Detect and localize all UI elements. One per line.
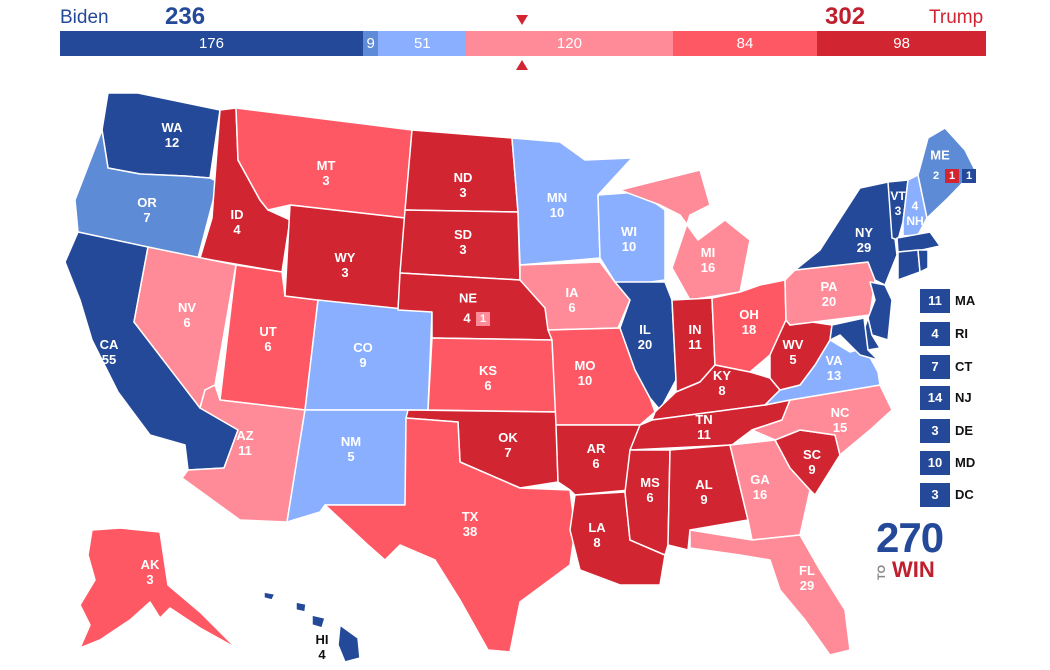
state-ND[interactable] bbox=[404, 129, 519, 213]
small-state-label-DE: DE bbox=[955, 423, 974, 438]
state-NJ[interactable] bbox=[867, 281, 893, 341]
state-MD[interactable] bbox=[829, 317, 879, 361]
state-IL[interactable] bbox=[614, 281, 677, 411]
state-WI[interactable] bbox=[597, 191, 666, 286]
state-KS[interactable] bbox=[427, 337, 557, 413]
small-state-ev-MD[interactable]: 10 bbox=[920, 451, 950, 475]
state-WA[interactable] bbox=[101, 92, 221, 179]
small-state-label-MA: MA bbox=[955, 293, 976, 308]
state-VT[interactable] bbox=[887, 179, 909, 241]
state-SD[interactable] bbox=[399, 209, 521, 281]
me-district-dem-badge[interactable]: 1 bbox=[962, 169, 976, 183]
small-state-ev-MA[interactable]: 11 bbox=[920, 289, 950, 313]
state-AK[interactable] bbox=[79, 527, 237, 649]
small-state-label-DC: DC bbox=[955, 487, 974, 502]
midpoint-marker-bottom-icon bbox=[516, 60, 528, 70]
state-MT[interactable] bbox=[235, 107, 413, 219]
bar-segment-safe-r[interactable]: 98 bbox=[817, 31, 986, 56]
electoral-vote-bar: 176 9 51 120 84 98 bbox=[60, 31, 986, 56]
small-state-ev-DE[interactable]: 3 bbox=[920, 419, 950, 443]
state-RI[interactable] bbox=[917, 249, 929, 273]
logo-270-text: 270 bbox=[876, 514, 944, 561]
270towin-logo[interactable]: 270 TO WIN bbox=[876, 514, 944, 582]
me-district-rep-badge[interactable]: 1 bbox=[945, 169, 959, 183]
small-state-ev-DC[interactable]: 3 bbox=[920, 483, 950, 507]
rep-candidate-name: Trump bbox=[929, 7, 984, 28]
small-state-ev-RI[interactable]: 4 bbox=[920, 322, 950, 346]
state-TX[interactable] bbox=[324, 417, 576, 653]
small-state-ev-NJ[interactable]: 14 bbox=[920, 386, 950, 410]
state-WY[interactable] bbox=[284, 204, 406, 311]
me-statewide-ev: 2 bbox=[932, 170, 940, 182]
state-NC[interactable] bbox=[751, 384, 893, 456]
state-OR[interactable] bbox=[74, 129, 219, 259]
state-PA[interactable] bbox=[784, 261, 876, 326]
state-AZ[interactable] bbox=[181, 384, 306, 523]
dem-candidate-name: Biden bbox=[60, 7, 109, 28]
small-state-label-NJ: NJ bbox=[955, 390, 972, 405]
small-state-label-CT: CT bbox=[955, 359, 973, 374]
bar-segment-safe-d[interactable]: 176 bbox=[60, 31, 363, 56]
small-state-label-MD: MD bbox=[955, 455, 976, 470]
bar-segment-lean-d[interactable]: 51 bbox=[378, 31, 467, 56]
state-MS[interactable] bbox=[624, 449, 671, 556]
state-MA[interactable] bbox=[896, 231, 941, 253]
rep-electoral-total: 302 bbox=[825, 3, 866, 30]
bar-segment-lean-r[interactable]: 120 bbox=[466, 31, 673, 56]
small-state-label-RI: RI bbox=[955, 326, 968, 341]
dem-electoral-total: 236 bbox=[165, 3, 206, 30]
logo-win-text: WIN bbox=[892, 557, 935, 582]
state-HI[interactable] bbox=[263, 591, 361, 663]
logo-to-text: TO bbox=[876, 564, 888, 580]
state-FL[interactable] bbox=[689, 529, 851, 656]
state-CO[interactable] bbox=[304, 299, 433, 411]
state-CT[interactable] bbox=[897, 249, 921, 281]
bar-segment-likely-d[interactable]: 9 bbox=[362, 31, 379, 56]
bar-segment-likely-r[interactable]: 84 bbox=[672, 31, 818, 56]
small-state-ev-CT[interactable]: 7 bbox=[920, 355, 950, 379]
ne-district-badge[interactable]: 1 bbox=[476, 312, 490, 326]
midpoint-marker-top-icon bbox=[516, 15, 528, 25]
